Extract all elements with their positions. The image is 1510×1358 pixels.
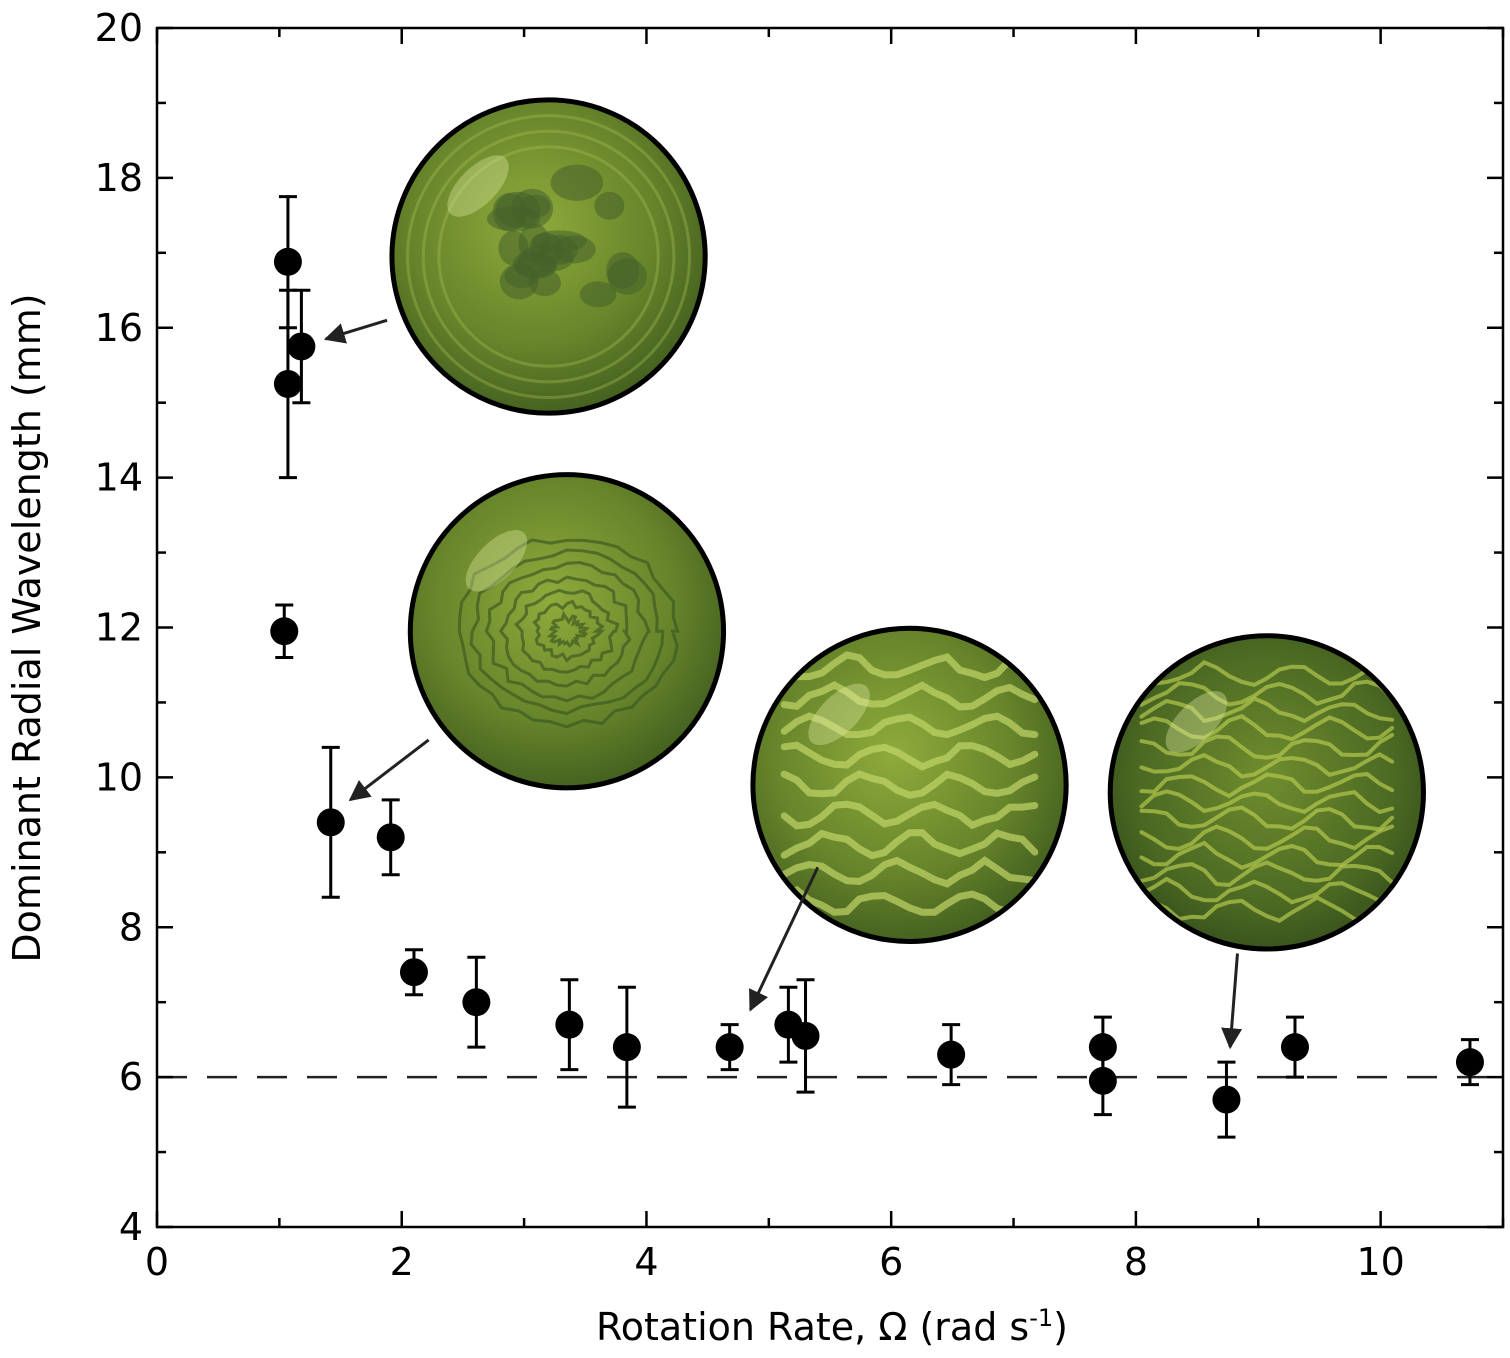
- data-point: [273, 247, 302, 276]
- x-tick-label: 8: [1124, 1240, 1148, 1284]
- inset-glare: [1165, 691, 1228, 753]
- data-point: [1088, 1033, 1117, 1062]
- y-tick-label: 10: [95, 755, 143, 799]
- inset-pattern: [1139, 659, 1395, 925]
- y-tick-label: 6: [119, 1055, 143, 1099]
- data-point: [273, 369, 302, 398]
- y-axis-title: Dominant Radial Wavelength (mm): [5, 293, 49, 962]
- inset-photo-omega-2: [407, 472, 727, 791]
- y-tick-label: 4: [119, 1205, 143, 1249]
- data-point: [612, 1033, 641, 1062]
- inset-photo-omega-3: [750, 625, 1069, 944]
- x-tick-label: 10: [1356, 1240, 1404, 1284]
- data-point: [376, 823, 405, 852]
- inset-photos: [389, 97, 1426, 952]
- inset-pattern: [406, 114, 692, 400]
- inset-pattern: [457, 538, 680, 729]
- inset-border: [389, 97, 708, 416]
- y-axis-ticks: 4 6 8 10 12 14 16 18 20: [95, 6, 1503, 1249]
- y-tick-label: 14: [95, 456, 143, 500]
- y-tick-label: 16: [95, 306, 143, 350]
- x-axis-ticks: 0 2 4 6 8 10: [145, 28, 1505, 1284]
- data-point: [270, 617, 299, 646]
- data-point: [715, 1033, 744, 1062]
- inset-arrow: [348, 738, 430, 802]
- data-point: [399, 958, 428, 987]
- x-axis-title: Rotation Rate, Ω (rad s-1): [596, 1304, 1068, 1349]
- y-tick-label: 12: [95, 606, 143, 650]
- y-tick-label: 8: [119, 905, 143, 949]
- data-points: [270, 247, 1484, 1114]
- data-point: [316, 808, 345, 837]
- inset-glare: [447, 155, 509, 217]
- inset-glare: [465, 530, 528, 592]
- x-tick-label: 6: [879, 1240, 903, 1284]
- data-point: [791, 1021, 820, 1050]
- x-tick-label: 0: [145, 1240, 169, 1284]
- inset-photo-omega-1: [389, 97, 708, 416]
- inset-photo-omega-4: [1107, 633, 1426, 952]
- y-tick-label: 18: [95, 156, 143, 200]
- x-tick-label: 2: [390, 1240, 414, 1284]
- inset-arrows: [323, 318, 1243, 1050]
- inset-border: [1107, 633, 1426, 952]
- data-point: [937, 1040, 966, 1069]
- y-tick-label: 20: [95, 6, 143, 50]
- inset-arrow: [323, 318, 388, 344]
- inset-border: [750, 625, 1069, 944]
- data-point: [555, 1010, 584, 1039]
- data-point: [287, 332, 316, 361]
- inset-border: [407, 472, 727, 791]
- inset-arrow: [1221, 953, 1243, 1050]
- data-point: [1212, 1085, 1241, 1114]
- data-point: [1280, 1033, 1309, 1062]
- x-tick-label: 4: [634, 1240, 658, 1284]
- data-point: [1088, 1066, 1117, 1095]
- inset-arrow: [749, 866, 820, 1012]
- inset-pattern: [780, 651, 1039, 916]
- data-point: [462, 988, 491, 1017]
- inset-disk: [410, 474, 724, 788]
- data-point: [1455, 1048, 1484, 1077]
- inset-glare: [808, 683, 870, 746]
- inset-disk: [1110, 635, 1424, 949]
